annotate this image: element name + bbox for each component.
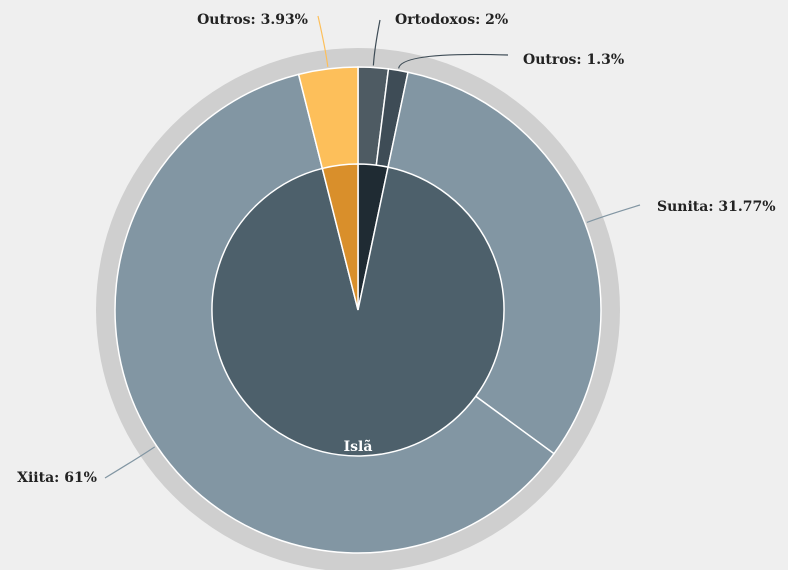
- slice-label: Ortodoxos: 2%: [395, 12, 508, 28]
- slice-label: Sunita: 31.77%: [657, 199, 776, 215]
- chart: Islã Ortodoxos: 2% Outros: 1.3% Sunita: 31.…: [0, 0, 788, 570]
- slice-label: Outros: 1.3%: [523, 52, 624, 68]
- inner-label: Islã: [344, 438, 373, 455]
- slice-label: Outros: 3.93%: [197, 12, 308, 28]
- slice-label: Xiita: 61%: [17, 470, 97, 486]
